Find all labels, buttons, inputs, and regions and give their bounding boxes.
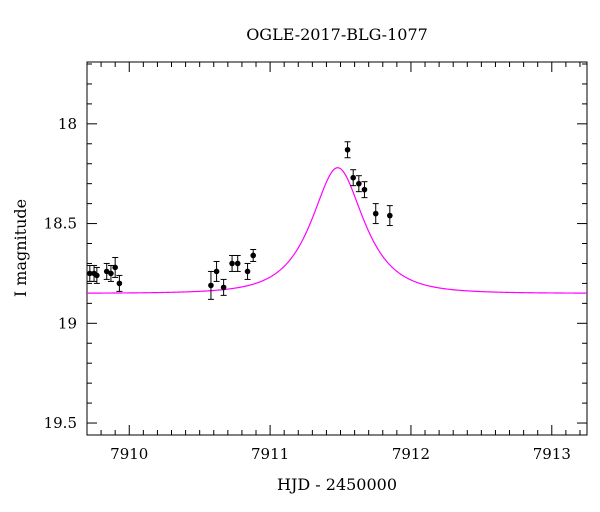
- data-point: [107, 264, 114, 282]
- point-marker: [372, 210, 379, 217]
- x-tick-label: 7912: [392, 445, 430, 463]
- point-marker: [112, 264, 118, 271]
- data-point: [213, 260, 220, 282]
- point-marker: [244, 268, 251, 275]
- y-axis-label: I magnitude: [11, 199, 30, 297]
- point-marker: [250, 252, 256, 259]
- point-marker: [94, 272, 100, 279]
- axis-tick-labels: 7910 7911 7912 7913 18 18.5 19 19.5: [44, 115, 571, 463]
- data-point: [234, 254, 241, 272]
- point-marker: [87, 270, 93, 277]
- data-point: [372, 203, 379, 225]
- data-point: [220, 278, 227, 296]
- x-axis-label: HJD - 2450000: [277, 475, 397, 494]
- y-tick-label: 19: [58, 314, 77, 332]
- data-point: [103, 262, 110, 280]
- point-marker: [234, 260, 241, 267]
- data-point: [207, 270, 214, 300]
- y-tick-label: 19.5: [44, 414, 77, 432]
- point-marker: [220, 284, 227, 291]
- axis-ticks: [86, 62, 587, 435]
- data-point: [361, 181, 368, 199]
- data-points: [86, 141, 393, 300]
- x-tick-label: 7913: [533, 445, 571, 463]
- data-point: [116, 274, 123, 292]
- point-marker: [356, 180, 362, 187]
- data-point: [355, 175, 362, 193]
- data-point: [350, 169, 357, 187]
- point-marker: [229, 260, 235, 267]
- point-marker: [344, 146, 351, 153]
- data-point: [112, 256, 119, 278]
- data-point: [229, 254, 236, 272]
- data-point: [244, 262, 251, 280]
- point-marker: [350, 174, 356, 181]
- point-marker: [208, 282, 214, 289]
- point-marker: [108, 270, 114, 277]
- data-point: [93, 266, 100, 284]
- data-point: [386, 205, 393, 227]
- point-marker: [361, 186, 368, 193]
- model-curve: [87, 167, 588, 294]
- x-tick-label: 7910: [110, 445, 148, 463]
- y-tick-label: 18.5: [44, 215, 77, 233]
- data-point: [344, 141, 351, 159]
- x-tick-label: 7911: [251, 445, 289, 463]
- point-marker: [213, 268, 220, 275]
- point-marker: [103, 268, 110, 275]
- data-point: [250, 248, 257, 262]
- plot-frame: [86, 61, 588, 436]
- point-marker: [387, 212, 393, 219]
- y-tick-label: 18: [58, 115, 77, 133]
- chart-title: OGLE-2017-BLG-1077: [246, 25, 428, 44]
- point-marker: [116, 280, 123, 287]
